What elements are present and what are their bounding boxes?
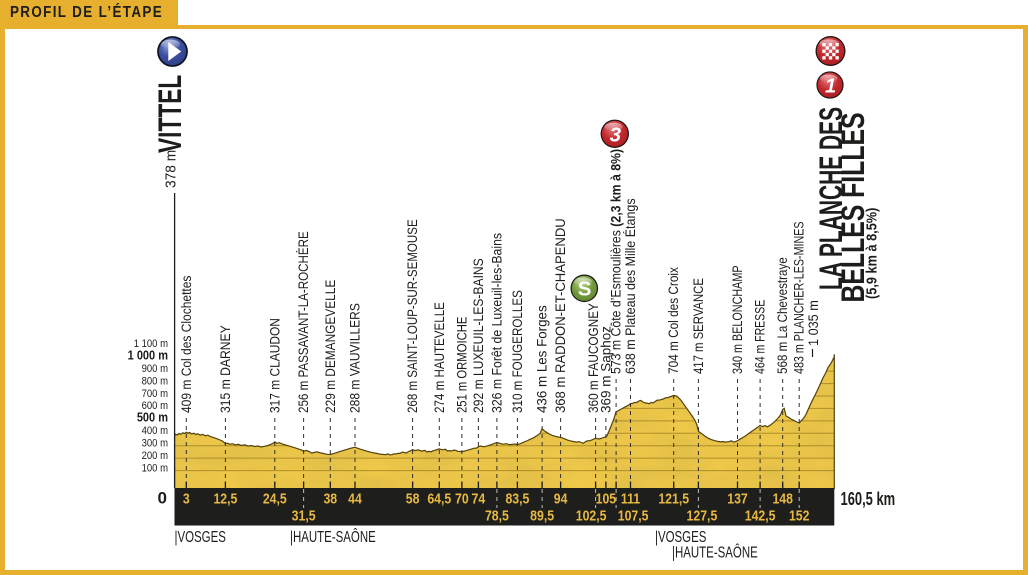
svg-text:VITTEL: VITTEL [152,75,188,153]
svg-text:102,5: 102,5 [576,507,607,523]
svg-text:BELLES FILLES: BELLES FILLES [836,112,872,302]
svg-text:369 m Saphoz: 369 m Saphoz [598,326,613,413]
svg-text:|VOSGES: |VOSGES [655,528,706,545]
svg-text:31,5: 31,5 [292,507,316,523]
svg-text:256 m PASSAVANT-LA-ROCHÈRE: 256 m PASSAVANT-LA-ROCHÈRE [295,231,311,413]
svg-text:1 100 m: 1 100 m [134,339,168,351]
svg-text:292 m LUXEUIL-LES-BAINS: 292 m LUXEUIL-LES-BAINS [470,258,486,413]
svg-text:568 m La Chevestraye: 568 m La Chevestraye [775,257,790,374]
svg-text:300 m: 300 m [142,438,168,450]
svg-text:288 m VAUVILLERS: 288 m VAUVILLERS [347,303,363,413]
svg-text:378 m: 378 m [162,150,178,188]
svg-text:251 m ORMOICHE: 251 m ORMOICHE [454,317,469,413]
svg-text:464 m FRESSE: 464 m FRESSE [752,300,768,374]
svg-text:638 m Plateau des Mille Étangs: 638 m Plateau des Mille Étangs [623,198,639,374]
svg-text:|VOSGES: |VOSGES [175,528,226,545]
svg-text:89,5: 89,5 [530,507,554,523]
svg-text:1 035 m: 1 035 m [806,300,821,346]
svg-text:3: 3 [183,490,190,506]
svg-text:127,5: 127,5 [687,507,718,523]
svg-text:573 m Côte d’Esmoulières (2,3: 573 m Côte d’Esmoulières (2,3 km à 8%) [608,149,624,374]
svg-text:1 000 m: 1 000 m [128,349,168,363]
svg-text:0: 0 [158,489,167,508]
svg-text:500 m: 500 m [137,411,168,425]
svg-text:326 m Forêt de Luxeuil-les-Bai: 326 m Forêt de Luxeuil-les-Bains [489,233,505,413]
svg-text:436 m Les Forges: 436 m Les Forges [535,305,550,413]
svg-text:58: 58 [406,490,420,506]
svg-text:417 m SERVANCE: 417 m SERVANCE [691,278,706,374]
svg-text:148: 148 [772,490,793,506]
svg-text:315 m DARNEY: 315 m DARNEY [217,325,233,413]
svg-text:137: 137 [727,490,748,506]
svg-text:|HAUTE-SAÔNE: |HAUTE-SAÔNE [672,544,758,561]
svg-text:483 m PLANCHER-LES-MINES: 483 m PLANCHER-LES-MINES [792,221,807,374]
svg-text:409 m Col des Clochettes: 409 m Col des Clochettes [178,276,194,413]
svg-text:274 m HAUTEVELLE: 274 m HAUTEVELLE [432,302,447,413]
svg-text:400 m: 400 m [142,426,168,438]
svg-text:800 m: 800 m [142,376,168,388]
svg-text:78,5: 78,5 [485,507,509,523]
svg-text:105: 105 [596,490,617,506]
svg-text:310 m FOUGEROLLES: 310 m FOUGEROLLES [510,290,525,413]
svg-text:268 m SAINT-LOUP-SUR-SEMOUSE: 268 m SAINT-LOUP-SUR-SEMOUSE [405,219,420,413]
svg-text:|HAUTE-SAÔNE: |HAUTE-SAÔNE [290,528,376,545]
svg-text:LA PLANCHE DES: LA PLANCHE DES [814,107,849,290]
svg-text:(5,9 km à 8,5%): (5,9 km à 8,5%) [864,208,880,299]
svg-text:229 m DEMANGEVELLE: 229 m DEMANGEVELLE [322,280,338,413]
svg-text:152: 152 [789,507,810,523]
svg-text:111: 111 [621,490,640,506]
svg-text:121,5: 121,5 [658,490,689,506]
svg-text:44: 44 [348,490,362,506]
svg-text:142,5: 142,5 [745,507,776,523]
svg-text:107,5: 107,5 [618,507,649,523]
svg-text:64,5: 64,5 [427,490,451,506]
svg-text:38: 38 [323,490,337,506]
svg-text:700 m: 700 m [142,388,168,400]
svg-text:24,5: 24,5 [263,490,287,506]
svg-text:368 m RADDON-ET-CHAPENDU: 368 m RADDON-ET-CHAPENDU [553,218,568,413]
svg-text:317 m CLAUDON: 317 m CLAUDON [267,318,283,413]
svg-text:360 m FAUCOGNEY: 360 m FAUCOGNEY [586,303,601,413]
svg-text:1: 1 [825,76,836,98]
svg-text:100 m: 100 m [142,463,168,475]
svg-text:83,5: 83,5 [505,490,529,506]
svg-text:94: 94 [554,490,568,506]
svg-text:600 m: 600 m [142,401,168,413]
svg-text:900 m: 900 m [142,363,168,375]
svg-text:160,5 km: 160,5 km [841,490,896,510]
svg-text:12,5: 12,5 [213,490,237,506]
svg-text:70: 70 [455,490,469,506]
svg-text:200 m: 200 m [142,450,168,462]
svg-text:704 m Col des Croix: 704 m Col des Croix [666,266,681,374]
svg-text:74: 74 [472,490,486,506]
svg-text:340 m BELONCHAMP: 340 m BELONCHAMP [730,265,745,374]
